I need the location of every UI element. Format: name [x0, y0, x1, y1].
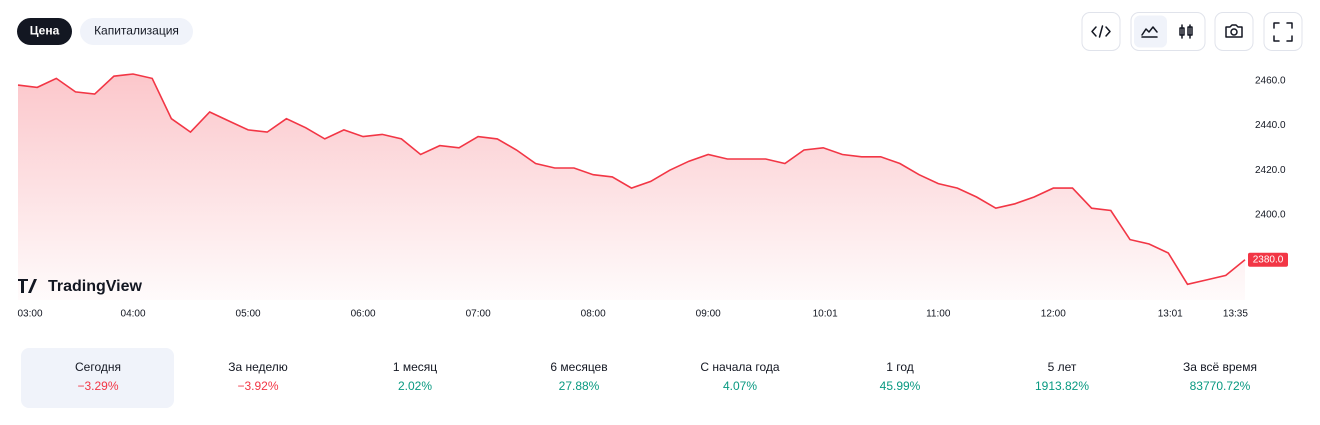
- x-tick-label: 13:35: [1223, 309, 1248, 320]
- performance-row: Сегодня −3.29% За неделю −3.92% 1 месяц 2.02%…: [75, 360, 1257, 393]
- period-label: 1 месяц: [393, 360, 437, 374]
- tab-label[interactable]: Цена: [30, 24, 60, 38]
- period-label: 1 год: [886, 360, 914, 374]
- x-tick-label: 06:00: [351, 309, 376, 320]
- period-label: За неделю: [228, 360, 288, 374]
- period-change: 27.88%: [559, 379, 600, 393]
- watermark: TradingView: [48, 278, 143, 295]
- y-tick-label: 2400.0: [1255, 210, 1286, 221]
- price-badge: [1248, 252, 1288, 267]
- tab-cap[interactable]: [80, 18, 193, 45]
- x-tick-label: 12:00: [1041, 309, 1066, 320]
- period-change: −3.92%: [237, 379, 278, 393]
- tab-price[interactable]: [17, 18, 72, 45]
- x-tick-label: 10:01: [813, 309, 838, 320]
- price-line: [17, 73, 1246, 286]
- period-change: 4.07%: [723, 379, 757, 393]
- embed-button[interactable]: [1081, 12, 1121, 51]
- x-tick-label: 13:01: [1158, 309, 1183, 320]
- x-tick-label: 03:00: [17, 309, 42, 320]
- period-label: Сегодня: [75, 360, 121, 374]
- chart: 2460.0 2440.0 2420.0 2400.0 03:00 04:00 05:00 0…: [17, 73, 1288, 320]
- tab-label[interactable]: Капитализация: [94, 24, 179, 38]
- logo-icon: [18, 279, 37, 293]
- screenshot-button[interactable]: [1214, 12, 1254, 51]
- area-fill: [18, 74, 1245, 300]
- period-label: 5 лет: [1048, 360, 1077, 374]
- active-period: [21, 348, 174, 408]
- period-change: 83770.72%: [1190, 379, 1251, 393]
- y-tick-label: 2440.0: [1255, 120, 1286, 131]
- x-tick-label: 09:00: [696, 309, 721, 320]
- x-tick-label: 04:00: [121, 309, 146, 320]
- period-change: −3.29%: [77, 379, 118, 393]
- period-label: За всё время: [1183, 360, 1257, 374]
- chart-style-group[interactable]: [1130, 12, 1206, 51]
- x-tick-label: 08:00: [581, 309, 606, 320]
- period-label: С начала года: [700, 360, 779, 374]
- period-change: 1913.82%: [1035, 379, 1089, 393]
- period-label: 6 месяцев: [550, 360, 607, 374]
- y-tick-label: 2420.0: [1255, 165, 1286, 176]
- x-tick-label: 05:00: [236, 309, 261, 320]
- period-change: 45.99%: [880, 379, 921, 393]
- y-tick-label: 2460.0: [1255, 75, 1286, 86]
- x-tick-label: 07:00: [466, 309, 491, 320]
- x-tick-label: 11:00: [926, 309, 951, 320]
- period-change: 2.02%: [398, 379, 432, 393]
- price-label: 2380.0: [1253, 254, 1284, 265]
- fullscreen-button[interactable]: [1263, 12, 1303, 51]
